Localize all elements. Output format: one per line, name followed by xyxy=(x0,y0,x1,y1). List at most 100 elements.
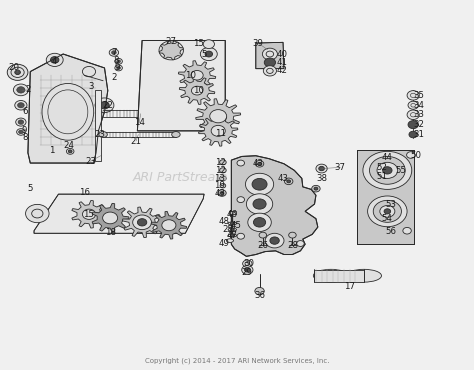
Text: 32: 32 xyxy=(414,120,425,129)
Text: 24: 24 xyxy=(64,141,74,150)
Text: 5: 5 xyxy=(201,50,207,58)
Circle shape xyxy=(191,86,203,95)
Polygon shape xyxy=(28,54,108,163)
Text: 53: 53 xyxy=(386,199,397,209)
Circle shape xyxy=(162,220,176,231)
Polygon shape xyxy=(92,204,129,232)
Circle shape xyxy=(115,58,122,64)
Circle shape xyxy=(312,185,320,192)
Text: 18: 18 xyxy=(105,228,116,237)
Text: 15: 15 xyxy=(193,38,204,48)
Text: 4: 4 xyxy=(52,57,57,66)
Circle shape xyxy=(95,98,114,112)
Circle shape xyxy=(237,197,245,202)
Circle shape xyxy=(255,161,264,167)
Text: 5: 5 xyxy=(27,184,33,193)
Text: 38: 38 xyxy=(316,174,327,183)
Text: 43: 43 xyxy=(278,174,289,183)
Text: 2: 2 xyxy=(111,73,117,81)
Circle shape xyxy=(264,58,275,67)
Circle shape xyxy=(263,48,277,60)
Polygon shape xyxy=(179,77,215,104)
Text: 45: 45 xyxy=(230,222,242,231)
Circle shape xyxy=(409,131,418,138)
Circle shape xyxy=(133,215,152,230)
Circle shape xyxy=(252,178,267,190)
Text: 9: 9 xyxy=(22,126,27,135)
Circle shape xyxy=(230,234,234,237)
Text: 10: 10 xyxy=(193,86,204,95)
Circle shape xyxy=(17,87,25,93)
Text: 34: 34 xyxy=(414,101,425,110)
Circle shape xyxy=(191,71,203,80)
Circle shape xyxy=(220,184,226,188)
Circle shape xyxy=(18,120,24,124)
Circle shape xyxy=(314,187,318,190)
Circle shape xyxy=(109,49,118,56)
Polygon shape xyxy=(178,61,216,90)
Circle shape xyxy=(383,167,392,174)
Circle shape xyxy=(368,196,407,227)
Circle shape xyxy=(377,162,398,178)
Text: 31: 31 xyxy=(414,130,425,139)
Ellipse shape xyxy=(228,228,237,231)
Text: 37: 37 xyxy=(335,163,346,172)
Text: 42: 42 xyxy=(276,66,287,75)
Ellipse shape xyxy=(99,132,107,137)
Bar xyxy=(357,150,414,244)
Circle shape xyxy=(253,199,266,209)
Circle shape xyxy=(408,121,419,129)
Text: 54: 54 xyxy=(382,214,393,223)
Circle shape xyxy=(210,110,227,123)
Circle shape xyxy=(111,51,116,54)
Text: 14: 14 xyxy=(134,118,145,127)
Circle shape xyxy=(245,268,250,272)
Text: 19: 19 xyxy=(214,181,225,190)
Polygon shape xyxy=(196,99,241,134)
Circle shape xyxy=(258,162,262,165)
Circle shape xyxy=(82,67,96,77)
Text: 12: 12 xyxy=(215,166,226,175)
Text: 52: 52 xyxy=(376,163,387,172)
Ellipse shape xyxy=(42,84,94,140)
Circle shape xyxy=(219,168,226,173)
Circle shape xyxy=(16,118,26,126)
Circle shape xyxy=(237,160,245,166)
Text: 13: 13 xyxy=(214,174,225,183)
Text: 1: 1 xyxy=(49,146,54,155)
Ellipse shape xyxy=(227,239,234,242)
Circle shape xyxy=(68,150,72,153)
Text: 10: 10 xyxy=(184,71,195,80)
Ellipse shape xyxy=(313,269,348,282)
Text: 29: 29 xyxy=(241,268,252,276)
Circle shape xyxy=(82,209,96,219)
Circle shape xyxy=(117,67,120,70)
Circle shape xyxy=(403,228,411,234)
Text: 43: 43 xyxy=(215,189,226,198)
Ellipse shape xyxy=(165,110,177,118)
Text: 16: 16 xyxy=(79,188,90,197)
Circle shape xyxy=(211,125,225,136)
Circle shape xyxy=(265,233,284,248)
Circle shape xyxy=(297,240,304,246)
Circle shape xyxy=(218,190,226,196)
Polygon shape xyxy=(137,40,225,131)
Text: 2: 2 xyxy=(25,85,31,94)
Bar xyxy=(314,269,365,282)
Circle shape xyxy=(246,194,273,214)
Circle shape xyxy=(66,148,74,154)
Circle shape xyxy=(18,102,24,108)
Polygon shape xyxy=(72,201,107,228)
Circle shape xyxy=(46,53,63,67)
Polygon shape xyxy=(199,115,238,146)
Circle shape xyxy=(255,287,264,295)
Circle shape xyxy=(370,157,405,184)
Text: Copyright (c) 2014 - 2017 ARI Network Services, Inc.: Copyright (c) 2014 - 2017 ARI Network Se… xyxy=(145,357,329,364)
Text: 40: 40 xyxy=(276,50,287,58)
Polygon shape xyxy=(151,211,187,239)
Text: 48: 48 xyxy=(219,217,229,226)
Ellipse shape xyxy=(172,132,180,137)
Circle shape xyxy=(403,168,411,174)
Ellipse shape xyxy=(228,222,237,225)
Circle shape xyxy=(270,237,279,244)
